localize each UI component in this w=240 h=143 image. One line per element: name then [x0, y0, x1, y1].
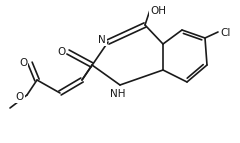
- Text: O: O: [19, 58, 27, 68]
- Text: Cl: Cl: [221, 28, 231, 38]
- Text: O: O: [16, 92, 24, 102]
- Text: O: O: [57, 47, 65, 57]
- Text: OH: OH: [150, 6, 166, 16]
- Text: NH: NH: [110, 89, 126, 99]
- Text: N: N: [98, 35, 106, 45]
